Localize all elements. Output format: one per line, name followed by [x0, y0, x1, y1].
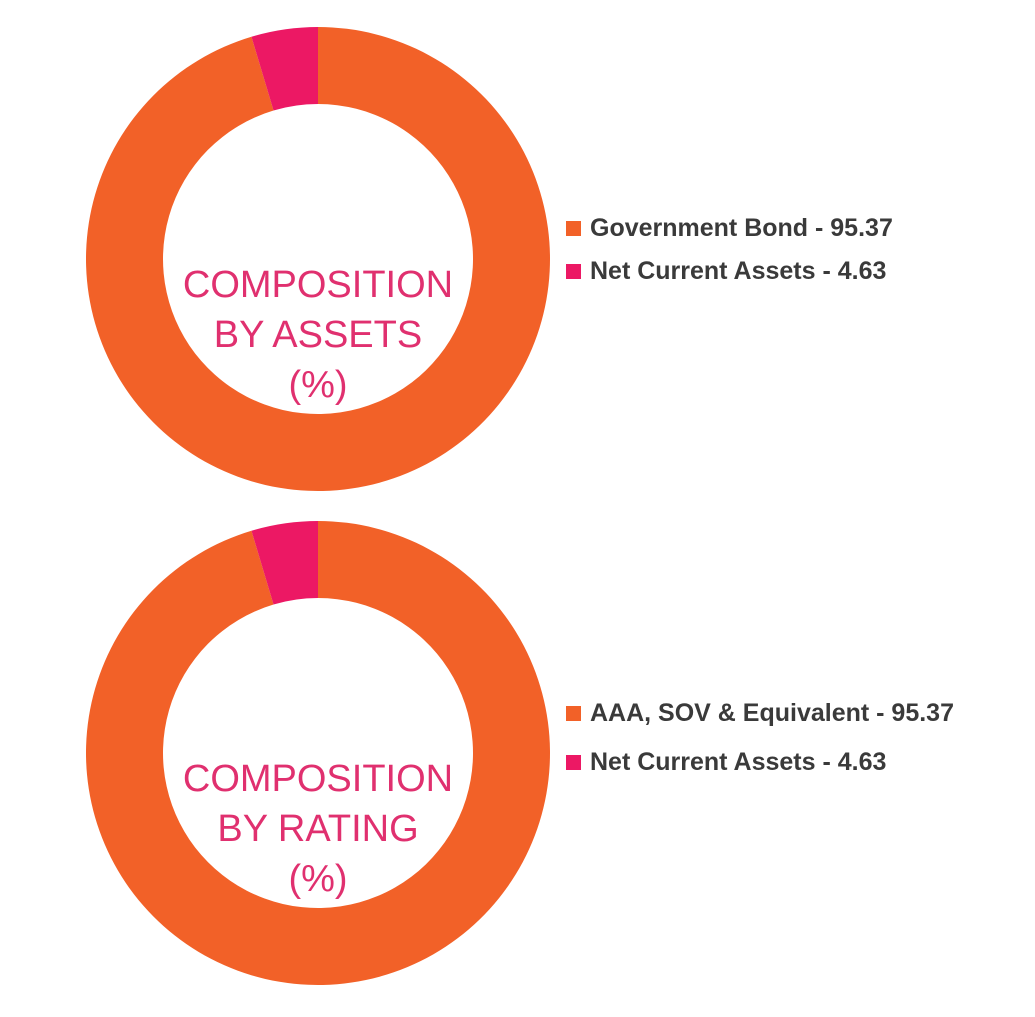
- composition-by-rating-chart: COMPOSITION BY RATING (%) AAA, SOV & Equ…: [0, 494, 1035, 994]
- legend-item-net-current-assets-rating: Net Current Assets - 4.63: [566, 741, 954, 784]
- donut-slice-government-bond-95-37: [85, 27, 550, 491]
- rating-donut: [85, 521, 550, 985]
- legend-swatch-government-bond: [566, 221, 581, 236]
- rating-title-line-2: BY RATING: [217, 808, 419, 850]
- rating-chart-title: COMPOSITION BY RATING (%): [163, 754, 473, 904]
- composition-by-assets-chart: COMPOSITION BY ASSETS (%) Government Bon…: [0, 0, 1035, 500]
- legend-swatch-net-current-assets: [566, 264, 581, 279]
- legend-label-net-current-assets-rating: Net Current Assets - 4.63: [590, 748, 887, 776]
- assets-legend: Government Bond - 95.37 Net Current Asse…: [566, 207, 893, 293]
- legend-swatch-net-current-assets-rating: [566, 755, 581, 770]
- assets-chart-title: COMPOSITION BY ASSETS (%): [163, 260, 473, 410]
- legend-label-aaa-sov-equivalent: AAA, SOV & Equivalent - 95.37: [590, 699, 954, 727]
- legend-item-aaa-sov-equivalent: AAA, SOV & Equivalent - 95.37: [566, 686, 954, 741]
- legend-item-net-current-assets: Net Current Assets - 4.63: [566, 250, 893, 293]
- assets-title-line-1: COMPOSITION: [182, 264, 454, 306]
- assets-title-line-2: BY ASSETS: [213, 314, 423, 356]
- legend-label-government-bond: Government Bond - 95.37: [590, 214, 893, 242]
- donut-slice-aaa-sov-equivalent-95-37: [85, 521, 550, 985]
- assets-title-line-3: (%): [288, 364, 348, 406]
- legend-label-net-current-assets: Net Current Assets - 4.63: [590, 257, 887, 285]
- legend-item-government-bond: Government Bond - 95.37: [566, 207, 893, 250]
- donut-slice-net-current-assets-4-63: [251, 27, 318, 111]
- donut-slice-net-current-assets-4-63: [251, 521, 318, 605]
- rating-legend: AAA, SOV & Equivalent - 95.37 Net Curren…: [566, 686, 954, 784]
- assets-donut: [85, 27, 550, 491]
- legend-swatch-aaa-sov-equivalent: [566, 706, 581, 721]
- rating-title-line-3: (%): [288, 858, 348, 900]
- rating-title-line-1: COMPOSITION: [182, 758, 454, 800]
